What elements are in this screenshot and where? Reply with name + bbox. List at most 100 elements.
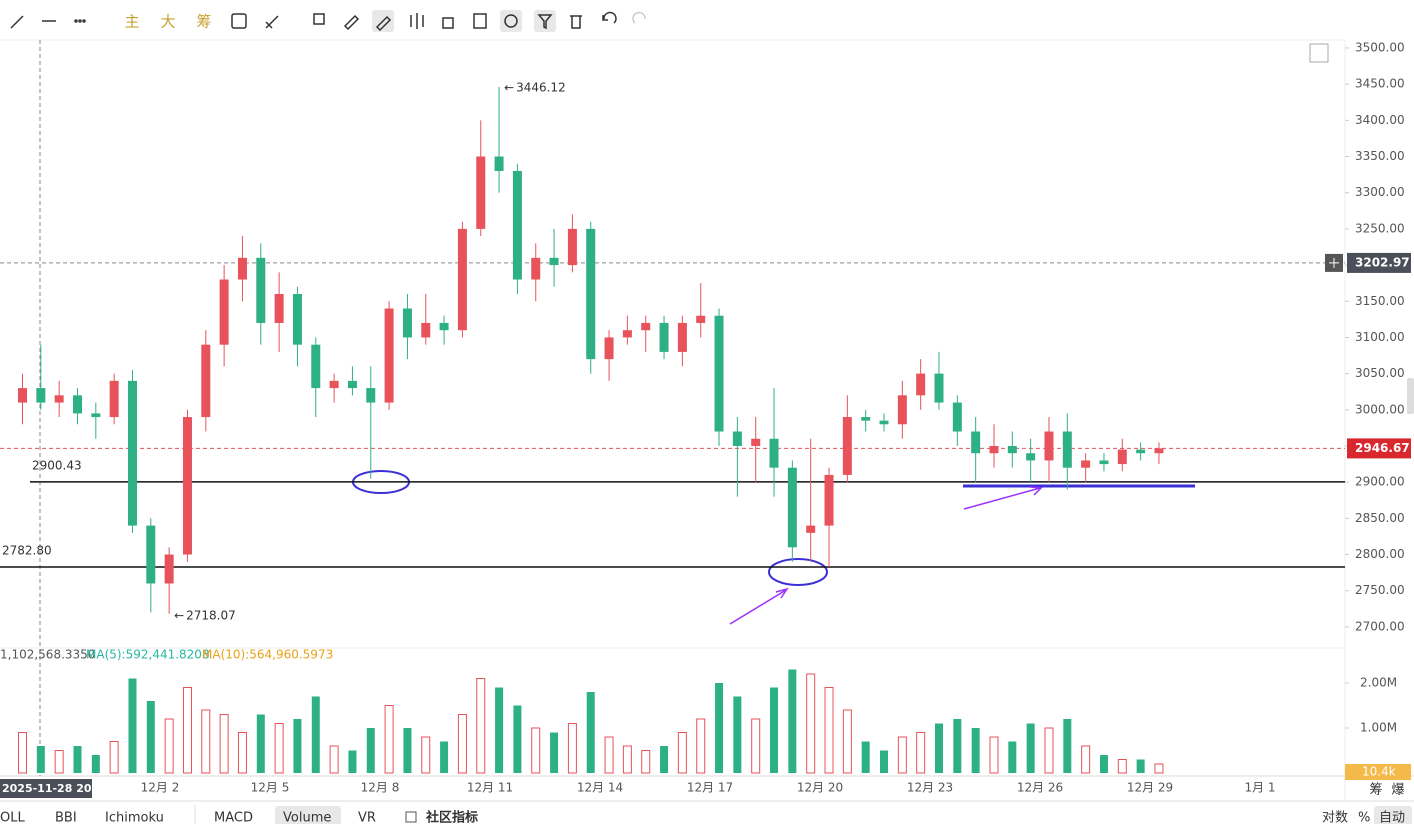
crosshair-time-box	[0, 779, 92, 798]
x-tick-label: 12月 26	[1017, 781, 1063, 795]
volume-tick-label: 1.00M	[1360, 721, 1397, 735]
indicator-tab[interactable]: VR	[358, 811, 376, 824]
volume-bar	[495, 687, 504, 773]
axis-control[interactable]: %	[1358, 811, 1370, 824]
candle-body	[439, 322, 449, 331]
volume-bar	[550, 732, 559, 773]
tool-filter[interactable]	[537, 14, 553, 30]
tool-magnet[interactable]	[504, 14, 518, 28]
tool-lock[interactable]	[442, 17, 454, 29]
indicator-tab[interactable]: OLL	[0, 811, 25, 824]
candle-body	[531, 257, 541, 280]
tool-delete[interactable]	[570, 15, 582, 29]
volume-bar	[1081, 745, 1091, 774]
candle-body	[659, 322, 669, 352]
candle-body	[219, 279, 229, 345]
toolbar-button[interactable]: 主	[124, 13, 139, 31]
volume-bar	[715, 683, 724, 773]
candle-body	[164, 554, 174, 584]
tool-undo[interactable]	[602, 11, 617, 24]
candle-body	[1154, 448, 1164, 454]
candle-body	[677, 322, 687, 352]
volume-bar	[91, 755, 100, 773]
candle-body	[696, 315, 706, 323]
indicator-tab[interactable]: Ichimoku	[105, 811, 164, 824]
y-tick-label: 3100.00	[1355, 330, 1405, 344]
plus-icon	[1329, 257, 1339, 268]
indicator-tab[interactable]: Volume	[283, 811, 331, 824]
x-tick-label: 1月 1	[1244, 781, 1275, 795]
volume-bar	[916, 732, 926, 774]
volume-bar	[1099, 755, 1108, 773]
ellipse[interactable]	[768, 558, 828, 586]
candle-body	[347, 380, 357, 389]
tool-icon[interactable]	[231, 13, 247, 29]
candle-body	[1136, 449, 1146, 454]
indicator-tab[interactable]: MACD	[214, 811, 253, 824]
tool-redo[interactable]	[632, 11, 646, 24]
volume-bar	[971, 728, 980, 773]
last-price-box	[1347, 438, 1411, 459]
candle-body	[916, 373, 926, 396]
side-button[interactable]: 爆	[1391, 783, 1404, 798]
tool-active[interactable]	[500, 10, 522, 32]
candle-body	[714, 315, 724, 432]
candle-body	[1007, 445, 1017, 454]
tool-active[interactable]	[534, 10, 556, 32]
volume-bar	[622, 745, 632, 774]
volume-bar	[677, 732, 687, 774]
volume-bar	[770, 687, 779, 773]
y-tick-label: 3000.00	[1355, 402, 1405, 416]
side-button[interactable]: 筹	[1369, 782, 1382, 798]
candle-body	[549, 257, 559, 266]
y-tick-label: 2750.00	[1355, 583, 1405, 597]
volume-bar	[842, 709, 852, 774]
candle-body	[109, 380, 119, 418]
candle-body	[1081, 460, 1091, 468]
y-tick-label: 3400.00	[1355, 113, 1405, 127]
candle-body	[641, 322, 651, 331]
volume-bar	[274, 723, 284, 774]
axis-control[interactable]: 对数	[1322, 811, 1348, 824]
tool-ruler[interactable]	[343, 14, 360, 31]
volume-legend: 1,102,568.3350	[0, 648, 95, 662]
tool-edit[interactable]	[473, 13, 487, 29]
volume-bar	[237, 732, 247, 774]
volume-bar	[641, 750, 651, 774]
tool-brush[interactable]	[375, 15, 392, 32]
toolbar-button[interactable]: 大	[160, 13, 175, 31]
tool-candle[interactable]	[410, 13, 424, 29]
candle-body	[256, 257, 266, 323]
volume-bar	[824, 687, 834, 774]
candle-body	[567, 228, 577, 266]
candle-body	[421, 322, 431, 338]
arrow[interactable]	[963, 486, 1043, 510]
volume-current-box	[1345, 764, 1411, 780]
candle-body	[237, 257, 247, 280]
candle-body	[842, 417, 852, 475]
high-label: 3446.12	[516, 80, 566, 94]
tool-line[interactable]	[10, 15, 24, 29]
toolbar-button[interactable]: 筹	[196, 13, 211, 31]
volume-bar	[476, 678, 486, 774]
scroll-handle[interactable]	[1407, 378, 1414, 414]
candle-body	[36, 388, 46, 403]
tool-icon[interactable]	[265, 15, 279, 29]
volume-bar	[293, 719, 302, 773]
crosshair-price-box	[1347, 252, 1411, 273]
volume-bar	[953, 719, 962, 773]
indicator-tab[interactable]: BBI	[55, 811, 77, 824]
volume-bar	[18, 732, 27, 774]
arrow[interactable]	[729, 587, 789, 625]
candle-body	[1062, 431, 1072, 468]
tool-more[interactable]	[74, 19, 78, 23]
volume-bar	[128, 678, 137, 773]
volume-bar	[1136, 759, 1145, 773]
volume-bar	[788, 669, 797, 773]
tool-icon[interactable]	[313, 13, 325, 25]
candle-body	[989, 445, 999, 454]
volume-bar	[1026, 723, 1035, 773]
fullscreen-button[interactable]	[1309, 43, 1329, 63]
indicator-tab[interactable]: 社区指标	[425, 810, 478, 824]
axis-control[interactable]: 自动	[1379, 811, 1405, 824]
